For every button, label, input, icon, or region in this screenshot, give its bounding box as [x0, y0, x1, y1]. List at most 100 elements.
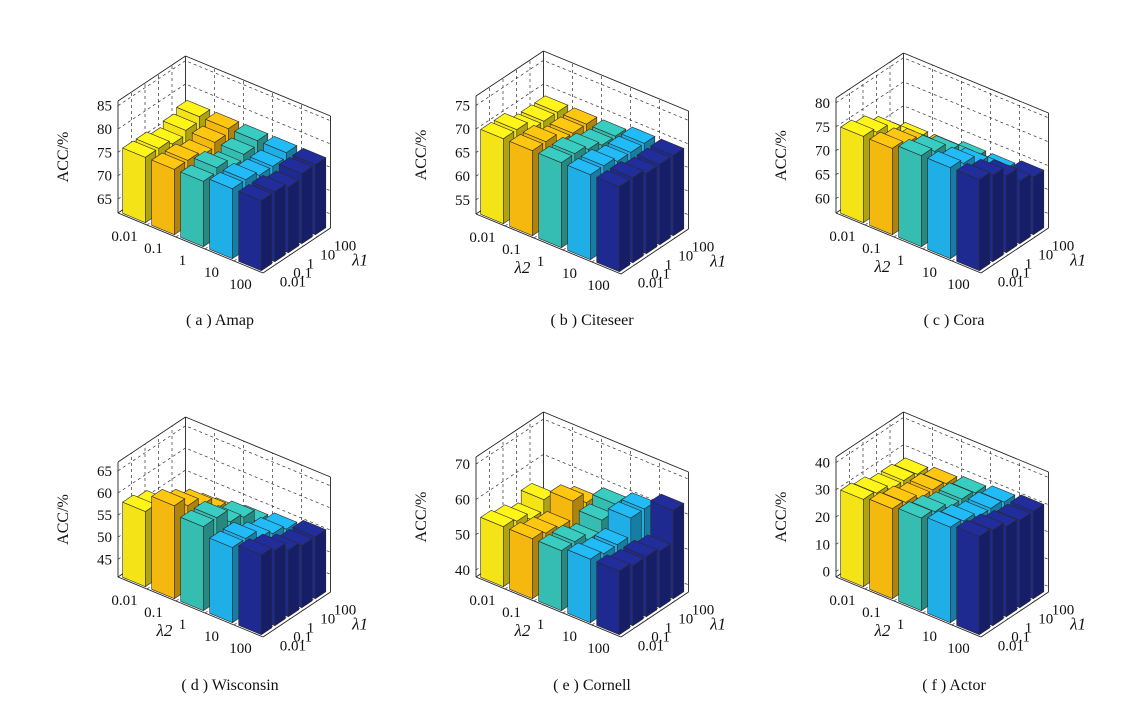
bars — [840, 457, 1045, 636]
x-tick-label: 1 — [537, 617, 545, 633]
x-tick-label: 100 — [229, 277, 252, 293]
bar — [869, 491, 904, 600]
y-axis-label: λ1 — [1069, 615, 1086, 634]
z-ticks: 45 50 55 60 65 — [97, 464, 112, 568]
bars — [122, 488, 327, 636]
z-tick-label: 55 — [455, 193, 470, 209]
x-tick-label: 0.1 — [502, 605, 521, 621]
bar — [956, 162, 991, 272]
x-ticks: 0.01 0.1 1 10 100 — [469, 593, 609, 657]
z-axis-label: ACC/% — [773, 492, 790, 543]
y-tick-label: 100 — [334, 603, 357, 619]
z-tick-label: 30 — [815, 483, 830, 499]
y-tick-label: 0.01 — [638, 639, 664, 655]
x-axis-label: λ2 — [513, 258, 530, 277]
bar — [898, 501, 933, 612]
x-tick-label: 0.01 — [111, 593, 137, 609]
bar — [238, 538, 273, 636]
z-axis-label: ACC/% — [773, 130, 790, 181]
bar — [238, 183, 273, 272]
y-tick-label: 10 — [678, 612, 693, 628]
y-tick-label: 100 — [1052, 239, 1075, 255]
z-tick-label: 60 — [455, 169, 470, 185]
y-tick-label: 0.01 — [998, 639, 1024, 655]
z-tick-label: 75 — [97, 145, 112, 161]
x-tick-label: 0.01 — [829, 229, 855, 245]
y-axis-label: λ1 — [709, 252, 726, 271]
z-tick-label: 65 — [815, 168, 830, 184]
caption-amap: ( a ) Amap — [186, 312, 254, 329]
z-tick-label: 60 — [815, 192, 830, 208]
z-axis-label: ACC/% — [55, 494, 72, 545]
y-tick-label: 10 — [320, 612, 335, 628]
y-tick-label: 10 — [1038, 248, 1053, 264]
z-tick-label: 60 — [97, 486, 112, 502]
y-tick-label: 100 — [692, 240, 715, 256]
bar — [927, 510, 962, 624]
y-tick-label: 1 — [1025, 257, 1033, 273]
x-tick-label: 10 — [204, 629, 219, 645]
z-tick-label: 75 — [455, 98, 470, 114]
y-tick-label: 0.1 — [293, 266, 312, 282]
bars — [840, 115, 1045, 272]
y-tick-label: 1 — [1025, 621, 1033, 637]
y-tick-label: 0.01 — [638, 276, 664, 292]
y-tick-label: 0.1 — [651, 267, 670, 283]
y-tick-label: 10 — [678, 249, 693, 265]
bar — [956, 519, 991, 636]
z-tick-label: 80 — [815, 96, 830, 112]
z-tick-label: 40 — [815, 455, 830, 471]
bar — [596, 554, 631, 636]
x-ticks: 0.01 0.1 1 10 100 — [829, 593, 969, 657]
y-tick-label: 0.01 — [280, 639, 306, 655]
z-tick-label: 20 — [815, 510, 830, 526]
z-ticks: 55 60 65 70 75 — [455, 98, 470, 208]
x-axis-label: λ2 — [873, 621, 890, 640]
x-ticks: 0.01 0.1 1 10 100 — [111, 593, 251, 657]
x-tick-label: 0.1 — [144, 241, 163, 257]
x-axis-label: λ2 — [155, 621, 172, 640]
z-tick-label: 70 — [455, 122, 470, 138]
x-tick-label: 0.1 — [862, 241, 881, 257]
x-axis-label: λ2 — [513, 621, 530, 640]
y-tick-label: 0.1 — [293, 630, 312, 646]
z-tick-label: 65 — [97, 192, 112, 208]
x-tick-label: 100 — [587, 278, 610, 294]
y-tick-label: 1 — [665, 258, 673, 274]
y-tick-label: 10 — [320, 248, 335, 264]
z-ticks: 40 50 60 70 — [455, 457, 470, 579]
y-axis-label: λ1 — [351, 615, 368, 634]
x-tick-label: 100 — [947, 641, 970, 657]
y-tick-label: 1 — [307, 621, 315, 637]
z-ticks: 65 70 75 80 85 — [97, 99, 112, 208]
caption-citeseer: ( b ) Citeseer — [550, 312, 634, 329]
x-tick-label: 0.1 — [862, 605, 881, 621]
x-tick-label: 1 — [179, 253, 187, 269]
x-tick-label: 100 — [947, 277, 970, 293]
x-ticks: 0.01 0.1 1 10 100 — [469, 230, 609, 294]
z-tick-label: 70 — [455, 457, 470, 473]
y-axis-label: λ1 — [1069, 251, 1086, 270]
z-tick-label: 70 — [815, 144, 830, 160]
z-tick-label: 65 — [97, 464, 112, 480]
z-axis-label: ACC/% — [55, 132, 72, 183]
x-tick-label: 10 — [562, 266, 577, 282]
x-tick-label: 10 — [922, 265, 937, 281]
y-tick-label: 0.01 — [280, 275, 306, 291]
x-tick-label: 0.1 — [502, 242, 521, 258]
z-tick-label: 0 — [823, 565, 831, 581]
x-tick-label: 0.01 — [829, 593, 855, 609]
y-tick-label: 10 — [1038, 612, 1053, 628]
x-tick-label: 0.01 — [111, 229, 137, 245]
caption-cornell: ( e ) Cornell — [553, 677, 631, 694]
z-tick-label: 80 — [97, 122, 112, 138]
